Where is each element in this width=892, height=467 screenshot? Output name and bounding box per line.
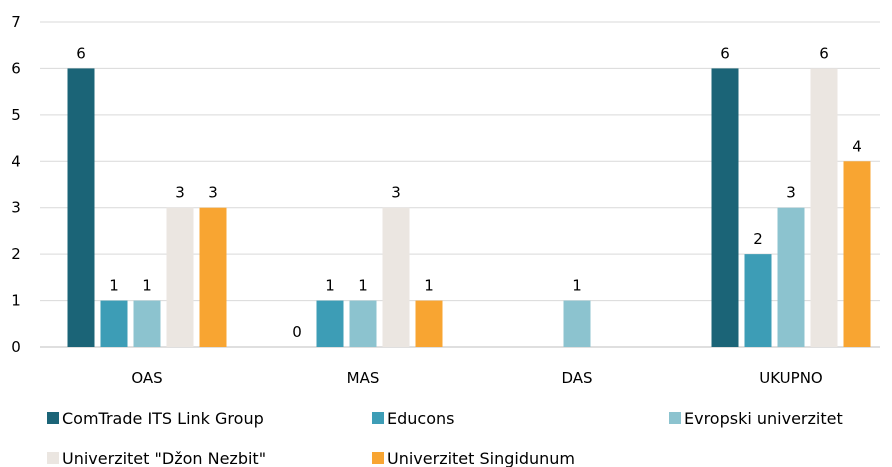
legend-swatch: [372, 452, 384, 464]
data-label: 1: [325, 277, 335, 295]
legend-swatch: [372, 412, 384, 424]
data-label: 2: [753, 230, 763, 248]
bars: [67, 68, 871, 347]
y-axis-ticks: 0 1 2 3 4 5 6 7: [11, 13, 21, 356]
bar: [166, 207, 194, 347]
legend-label: Univerzitet Singidunum: [387, 449, 575, 467]
legend-swatch: [669, 412, 681, 424]
bar: [777, 207, 805, 347]
data-label: 6: [819, 44, 829, 62]
bar: [67, 68, 95, 347]
data-labels: 6 1 1 3 3 0 1 1 3 1 1 6 2 3 6 4: [76, 44, 862, 341]
y-tick-label: 0: [11, 338, 21, 356]
y-tick-label: 6: [11, 59, 21, 77]
bar: [316, 300, 344, 347]
y-tick-label: 2: [11, 245, 21, 263]
bar: [133, 300, 161, 347]
category-label: MAS: [347, 369, 380, 387]
bar: [199, 207, 227, 347]
category-label: OAS: [131, 369, 162, 387]
data-label: 1: [358, 277, 368, 295]
data-label: 3: [175, 184, 185, 202]
bar: [744, 254, 772, 347]
legend-label: Univerzitet "Džon Nezbit": [62, 449, 266, 467]
data-label: 6: [76, 44, 86, 62]
bar: [563, 300, 591, 347]
bar: [843, 161, 871, 347]
category-label: UKUPNO: [759, 369, 822, 387]
y-tick-label: 1: [11, 292, 21, 310]
y-tick-label: 3: [11, 199, 21, 217]
bar: [100, 300, 128, 347]
bar: [810, 68, 838, 347]
legend-item: Educons: [372, 409, 454, 428]
y-tick-label: 7: [11, 13, 21, 31]
category-label: DAS: [561, 369, 592, 387]
legend: ComTrade ITS Link Group Educons Evropski u…: [47, 409, 843, 467]
bar: [349, 300, 377, 347]
data-label: 4: [852, 137, 862, 155]
data-label: 1: [109, 277, 119, 295]
legend-item: Univerzitet "Džon Nezbit": [47, 449, 266, 467]
x-axis-categories: OAS MAS DAS UKUPNO: [131, 369, 822, 387]
data-label: 0: [292, 323, 302, 341]
y-tick-label: 5: [11, 106, 21, 124]
legend-label: ComTrade ITS Link Group: [62, 409, 264, 428]
legend-label: Evropski univerzitet: [684, 409, 843, 428]
bar: [711, 68, 739, 347]
data-label: 3: [391, 184, 401, 202]
legend-item: Univerzitet Singidunum: [372, 449, 575, 467]
data-label: 6: [720, 44, 730, 62]
y-tick-label: 4: [11, 152, 21, 170]
legend-swatch: [47, 412, 59, 424]
legend-label: Educons: [387, 409, 454, 428]
legend-swatch: [47, 452, 59, 464]
legend-item: Evropski univerzitet: [669, 409, 843, 428]
bar: [415, 300, 443, 347]
data-label: 1: [424, 277, 434, 295]
data-label: 3: [208, 184, 218, 202]
data-label: 1: [142, 277, 152, 295]
legend-item: ComTrade ITS Link Group: [47, 409, 264, 428]
data-label: 3: [786, 184, 796, 202]
data-label: 1: [572, 277, 582, 295]
bar: [382, 207, 410, 347]
